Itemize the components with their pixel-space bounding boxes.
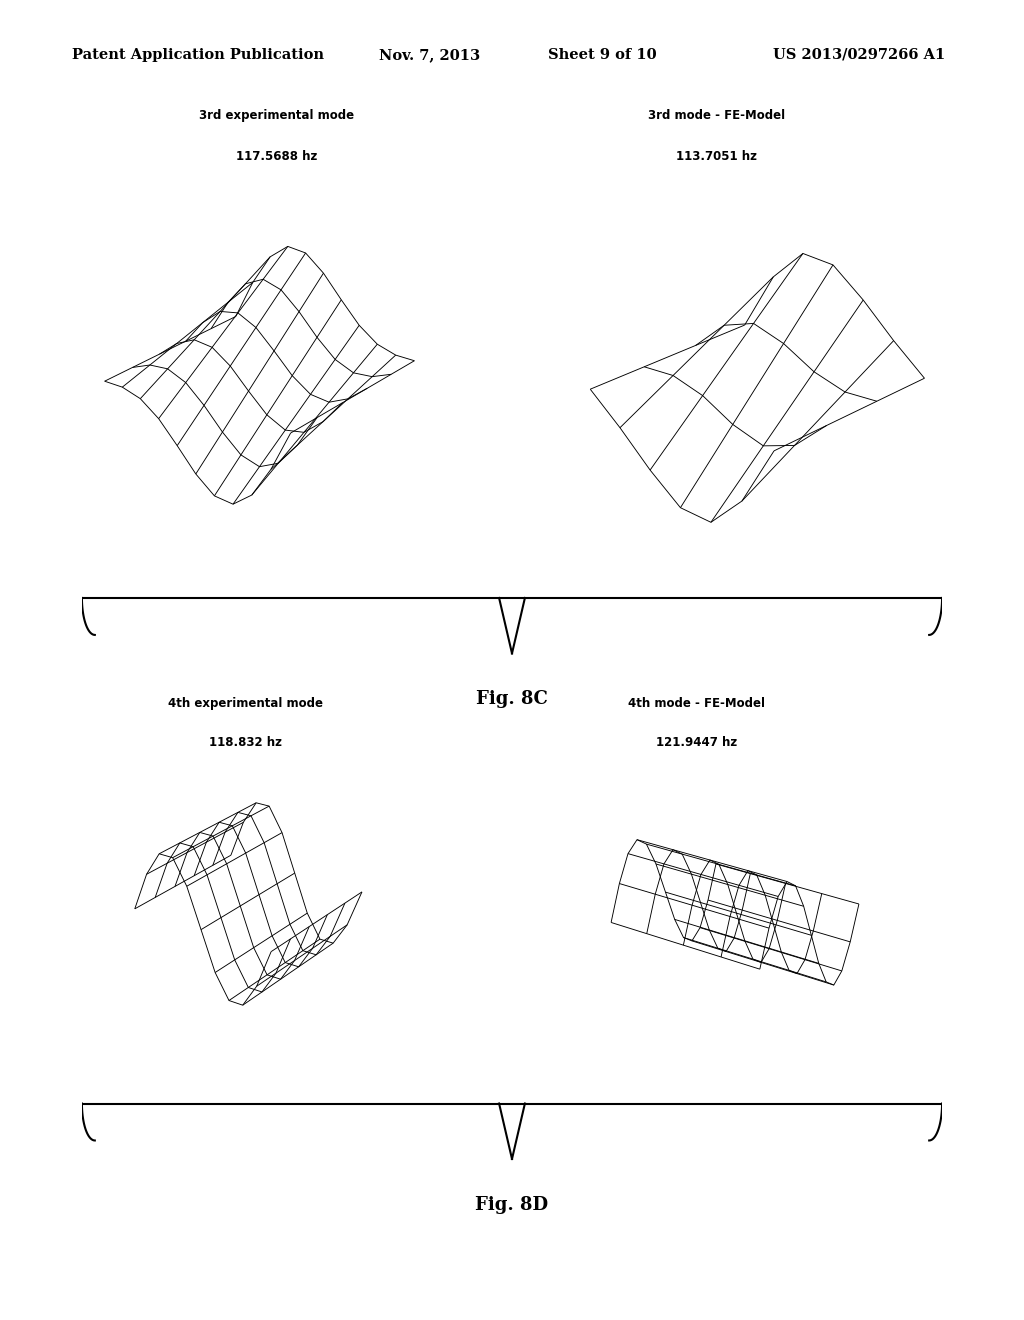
Text: Sheet 9 of 10: Sheet 9 of 10 <box>548 48 656 62</box>
Text: Patent Application Publication: Patent Application Publication <box>72 48 324 62</box>
Text: 4th mode - FE-Model: 4th mode - FE-Model <box>628 697 765 710</box>
Text: US 2013/0297266 A1: US 2013/0297266 A1 <box>773 48 945 62</box>
Text: 3rd mode - FE-Model: 3rd mode - FE-Model <box>648 110 785 121</box>
Text: 121.9447 hz: 121.9447 hz <box>655 735 737 748</box>
Text: Fig. 8C: Fig. 8C <box>476 690 548 709</box>
Text: Nov. 7, 2013: Nov. 7, 2013 <box>379 48 480 62</box>
Text: 117.5688 hz: 117.5688 hz <box>236 150 317 164</box>
Text: 3rd experimental mode: 3rd experimental mode <box>199 110 354 121</box>
Text: 118.832 hz: 118.832 hz <box>209 735 283 748</box>
Text: Fig. 8D: Fig. 8D <box>475 1196 549 1214</box>
Text: 113.7051 hz: 113.7051 hz <box>676 150 758 164</box>
Text: 4th experimental mode: 4th experimental mode <box>168 697 324 710</box>
